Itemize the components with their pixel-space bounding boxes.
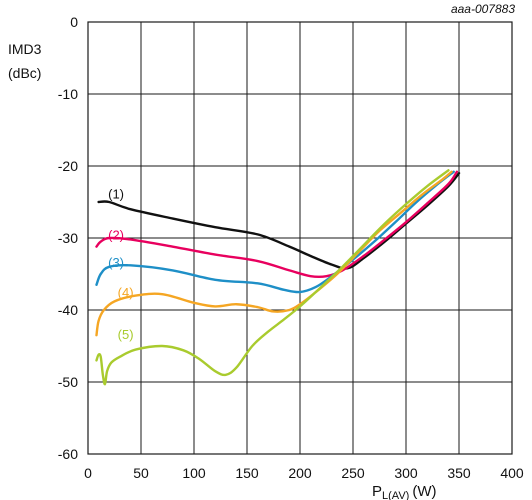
reference-code: aaa-007883	[451, 2, 515, 16]
y-tick-label: -20	[58, 158, 78, 174]
x-tick-label: 100	[182, 465, 206, 481]
x-axis-title-main: P	[372, 483, 382, 500]
x-axis-title-subscript: L(AV)	[382, 490, 409, 500]
y-tick-label: -60	[58, 446, 78, 462]
series-line-5	[95, 169, 450, 386]
x-axis-title-unit: (W)	[412, 483, 436, 500]
series-label-3: (3)	[108, 255, 124, 270]
series-line-4	[95, 170, 453, 337]
y-tick-label: -10	[58, 86, 78, 102]
x-axis-title: PL(AV) (W)	[372, 483, 436, 500]
y-tick-label: 0	[70, 14, 78, 30]
grid-layer	[87, 21, 513, 455]
tick-layer: 0 50 100 150 200 250 300 350 400 0 -10 -20 -30 -40 -50…	[58, 14, 524, 481]
series-line-3	[95, 170, 455, 294]
y-tick-label: -30	[58, 230, 78, 246]
y-tick-label: -40	[58, 302, 78, 318]
x-tick-label: 200	[288, 465, 312, 481]
series-label-1: (1)	[108, 186, 124, 201]
x-tick-label: 350	[447, 465, 471, 481]
plot-frame	[87, 21, 513, 455]
y-axis-title-line1: IMD3	[8, 41, 42, 57]
series-label-5: (5)	[118, 327, 134, 342]
x-tick-label: 0	[84, 465, 92, 481]
series-line-2	[95, 170, 459, 279]
x-tick-label: 300	[394, 465, 418, 481]
y-tick-label: -50	[58, 374, 78, 390]
y-axis-title-line2: (dBc)	[8, 65, 41, 81]
x-tick-label: 400	[500, 465, 524, 481]
x-tick-label: 250	[341, 465, 365, 481]
series-line-1	[97, 172, 461, 270]
x-tick-label: 150	[235, 465, 259, 481]
label-layer: (1) (2) (3) (4) (5)	[108, 186, 133, 341]
x-tick-label: 50	[133, 465, 149, 481]
series-layer	[95, 169, 461, 386]
series-label-4: (4)	[118, 285, 134, 300]
series-label-2: (2)	[108, 227, 124, 242]
